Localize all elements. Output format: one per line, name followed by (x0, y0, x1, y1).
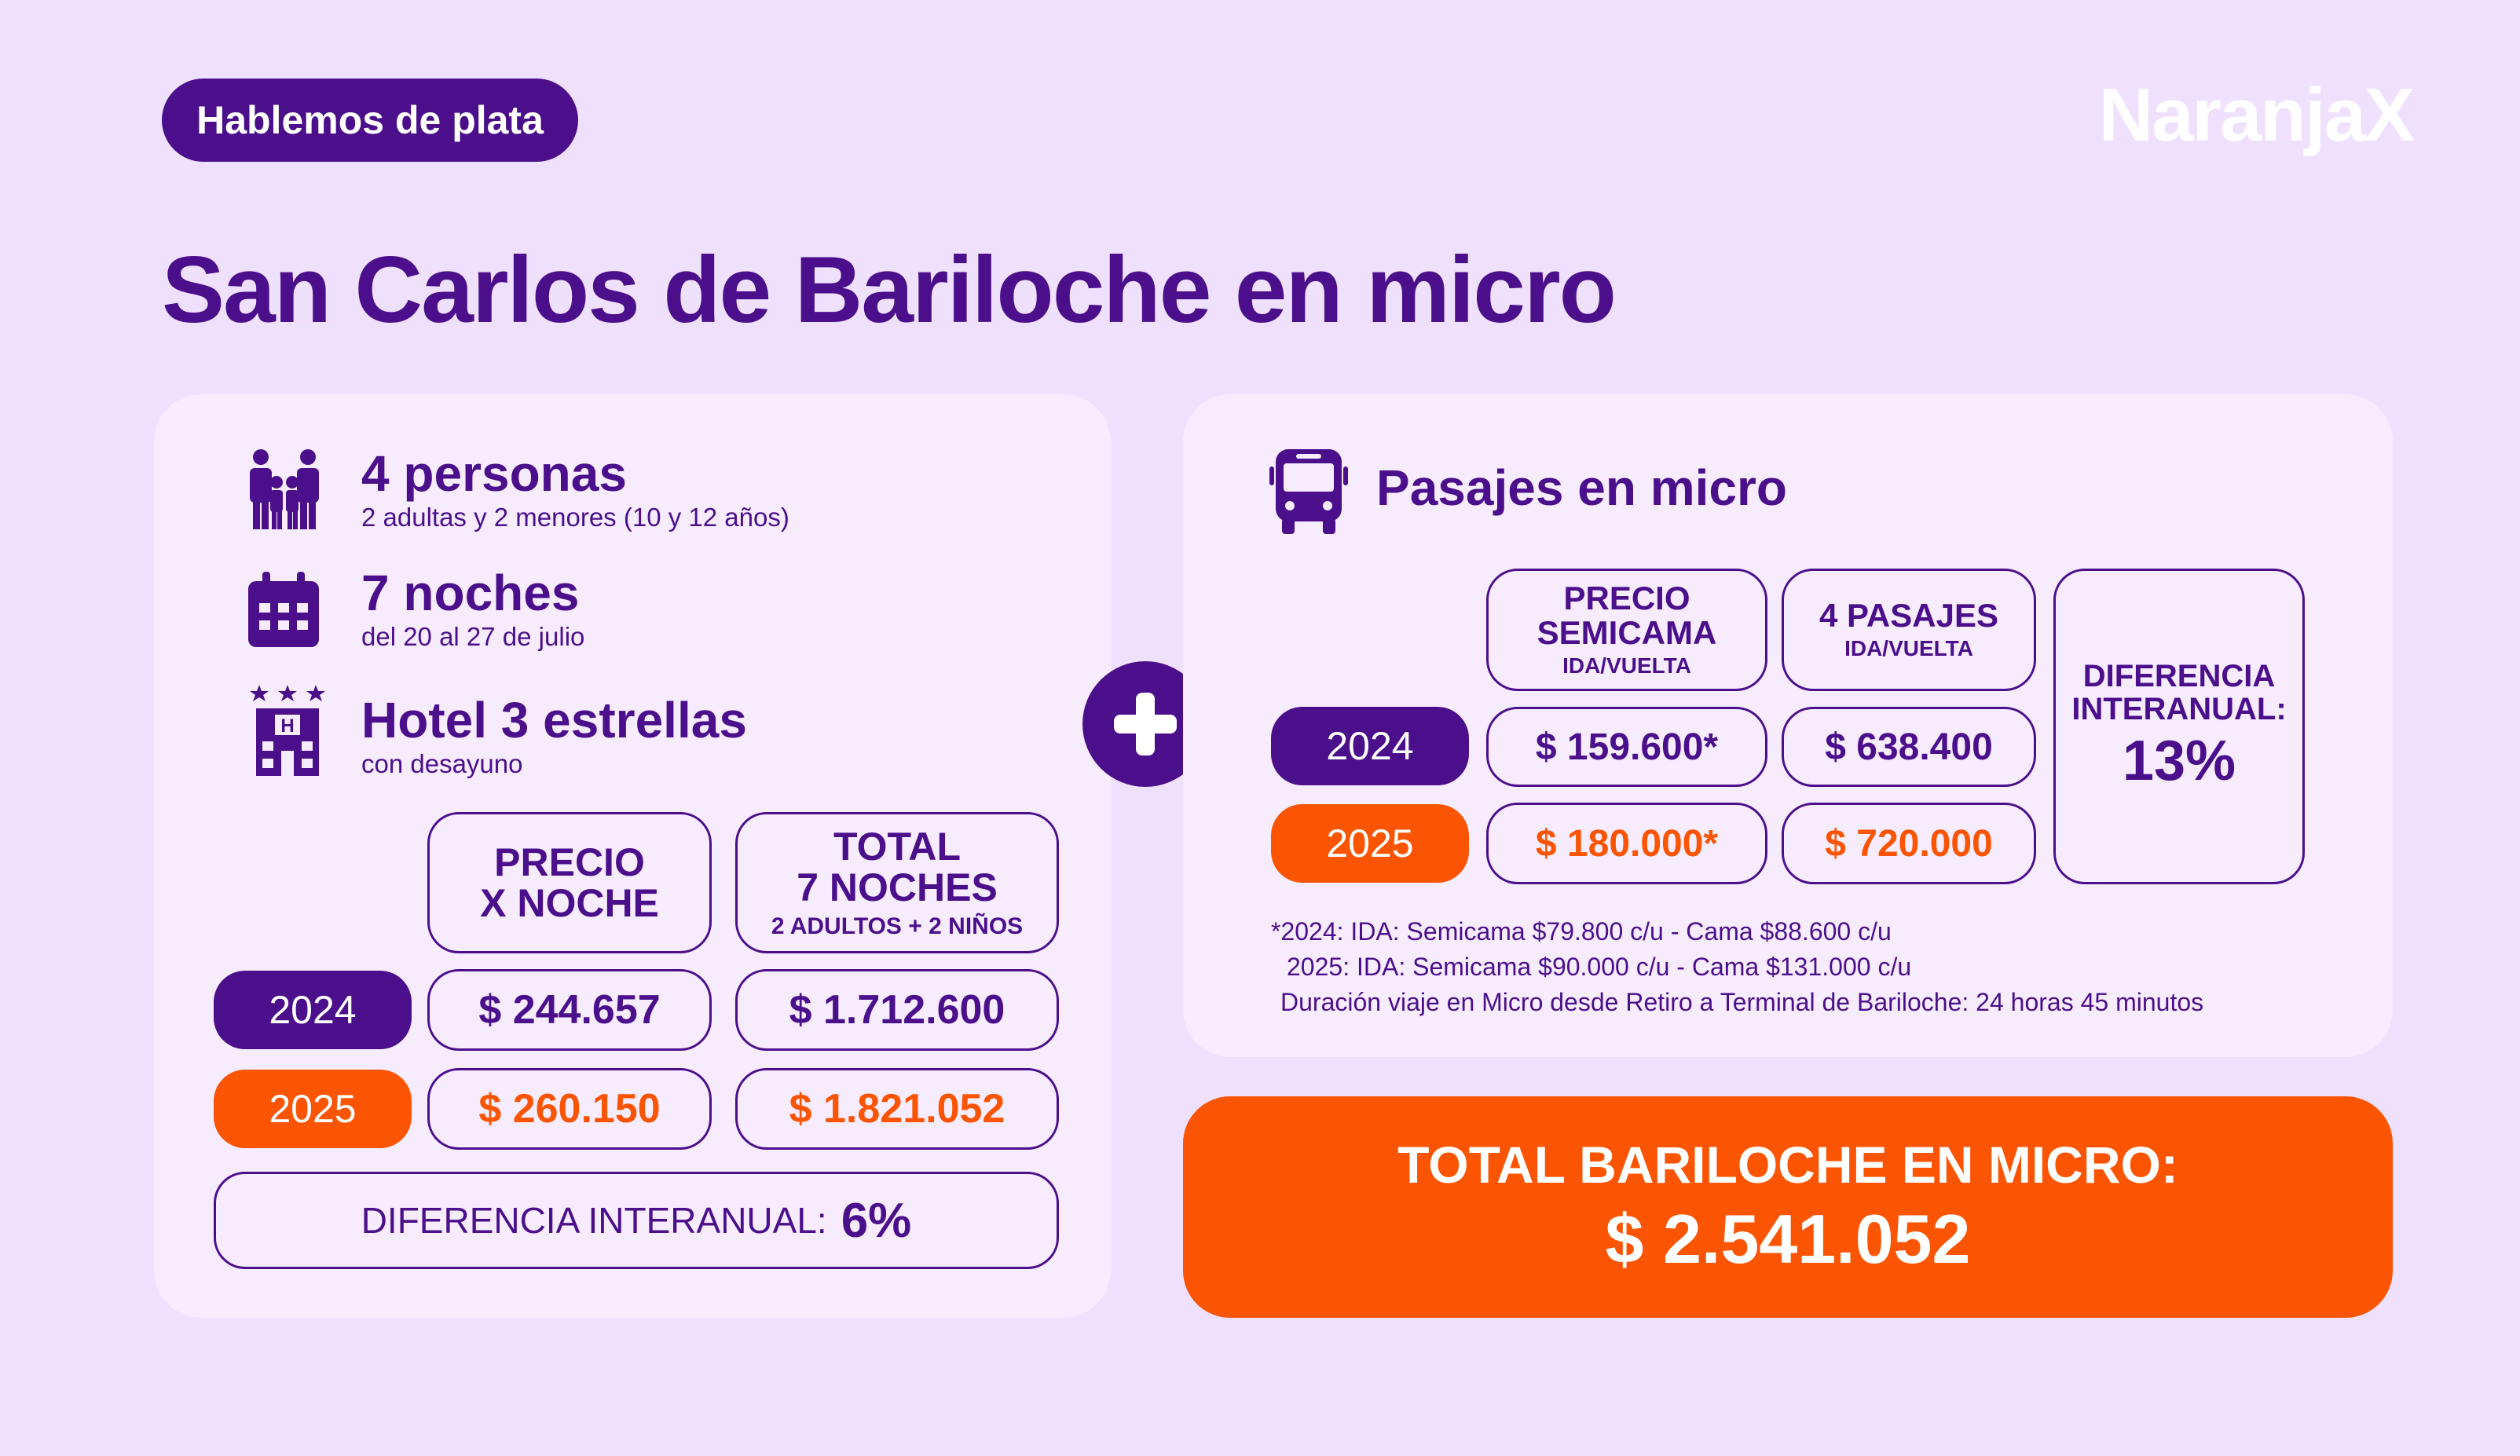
nights-title: 7 noches (361, 565, 580, 621)
svg-text:H: H (280, 715, 294, 737)
bus-total-2024: $ 638.400 (1782, 707, 2036, 787)
hotel-price-2024: $ 244.657 (427, 969, 712, 1051)
bus-note-2: 2025: IDA: Semicama $90.000 c/u - Cama $… (1287, 953, 1912, 981)
bus-year-badge-2024: 2024 (1271, 707, 1469, 785)
hotel-price-header: PRECIO X NOCHE (427, 812, 712, 953)
hotel-price-2025: $ 260.150 (427, 1068, 712, 1150)
total-value: $ 2.541.052 (1605, 1200, 1971, 1278)
bus-title: Pasajes en micro (1376, 459, 1787, 516)
people-title: 4 personas (361, 445, 627, 502)
year-badge-2024: 2024 (214, 971, 412, 1049)
bus-note-1: *2024: IDA: Semicama $79.800 c/u - Cama … (1271, 917, 1892, 946)
bus-total-2025: $ 720.000 (1782, 803, 2036, 884)
hotel-total-2025: $ 1.821.052 (735, 1068, 1059, 1150)
hotel-title: Hotel 3 estrellas (361, 692, 747, 748)
brand-logo: NaranjaX (2098, 73, 2415, 157)
total-box: TOTAL BARILOCHE EN MICRO: $ 2.541.052 (1183, 1096, 2393, 1318)
calendar-icon (248, 572, 319, 647)
year-badge-2025: 2025 (214, 1070, 412, 1148)
bus-note-3: Duración viaje en Micro desde Retiro a T… (1280, 988, 2204, 1016)
nights-subtitle: del 20 al 27 de julio (361, 622, 585, 651)
total-label: TOTAL BARILOCHE EN MICRO: (1397, 1136, 2178, 1194)
hotel-icon: H (250, 685, 325, 776)
bus-price-2024: $ 159.600* (1486, 707, 1767, 787)
hotel-subtitle: con desayuno (361, 749, 523, 778)
bus-price-2025: $ 180.000* (1486, 803, 1767, 884)
bus-diff: DIFERENCIA INTERANUAL: 13% (2053, 569, 2305, 884)
bus-total-header: 4 PASAJES IDA/VUELTA (1782, 569, 2036, 691)
hotel-total-2024: $ 1.712.600 (735, 969, 1059, 1051)
section-tag: Hablemos de plata (162, 79, 578, 162)
bus-price-header: PRECIO SEMICAMA IDA/VUELTA (1486, 569, 1767, 691)
family-icon (250, 449, 319, 529)
hotel-total-header: TOTAL 7 NOCHES 2 ADULTOS + 2 NIÑOS (735, 812, 1059, 953)
people-subtitle: 2 adultas y 2 menores (10 y 12 años) (361, 503, 789, 532)
bus-icon (1269, 449, 1348, 534)
bus-year-badge-2025: 2025 (1271, 804, 1469, 883)
page-title: San Carlos de Bariloche en micro (162, 237, 1617, 342)
hotel-diff: DIFERENCIA INTERANUAL: 6% (214, 1172, 1059, 1269)
